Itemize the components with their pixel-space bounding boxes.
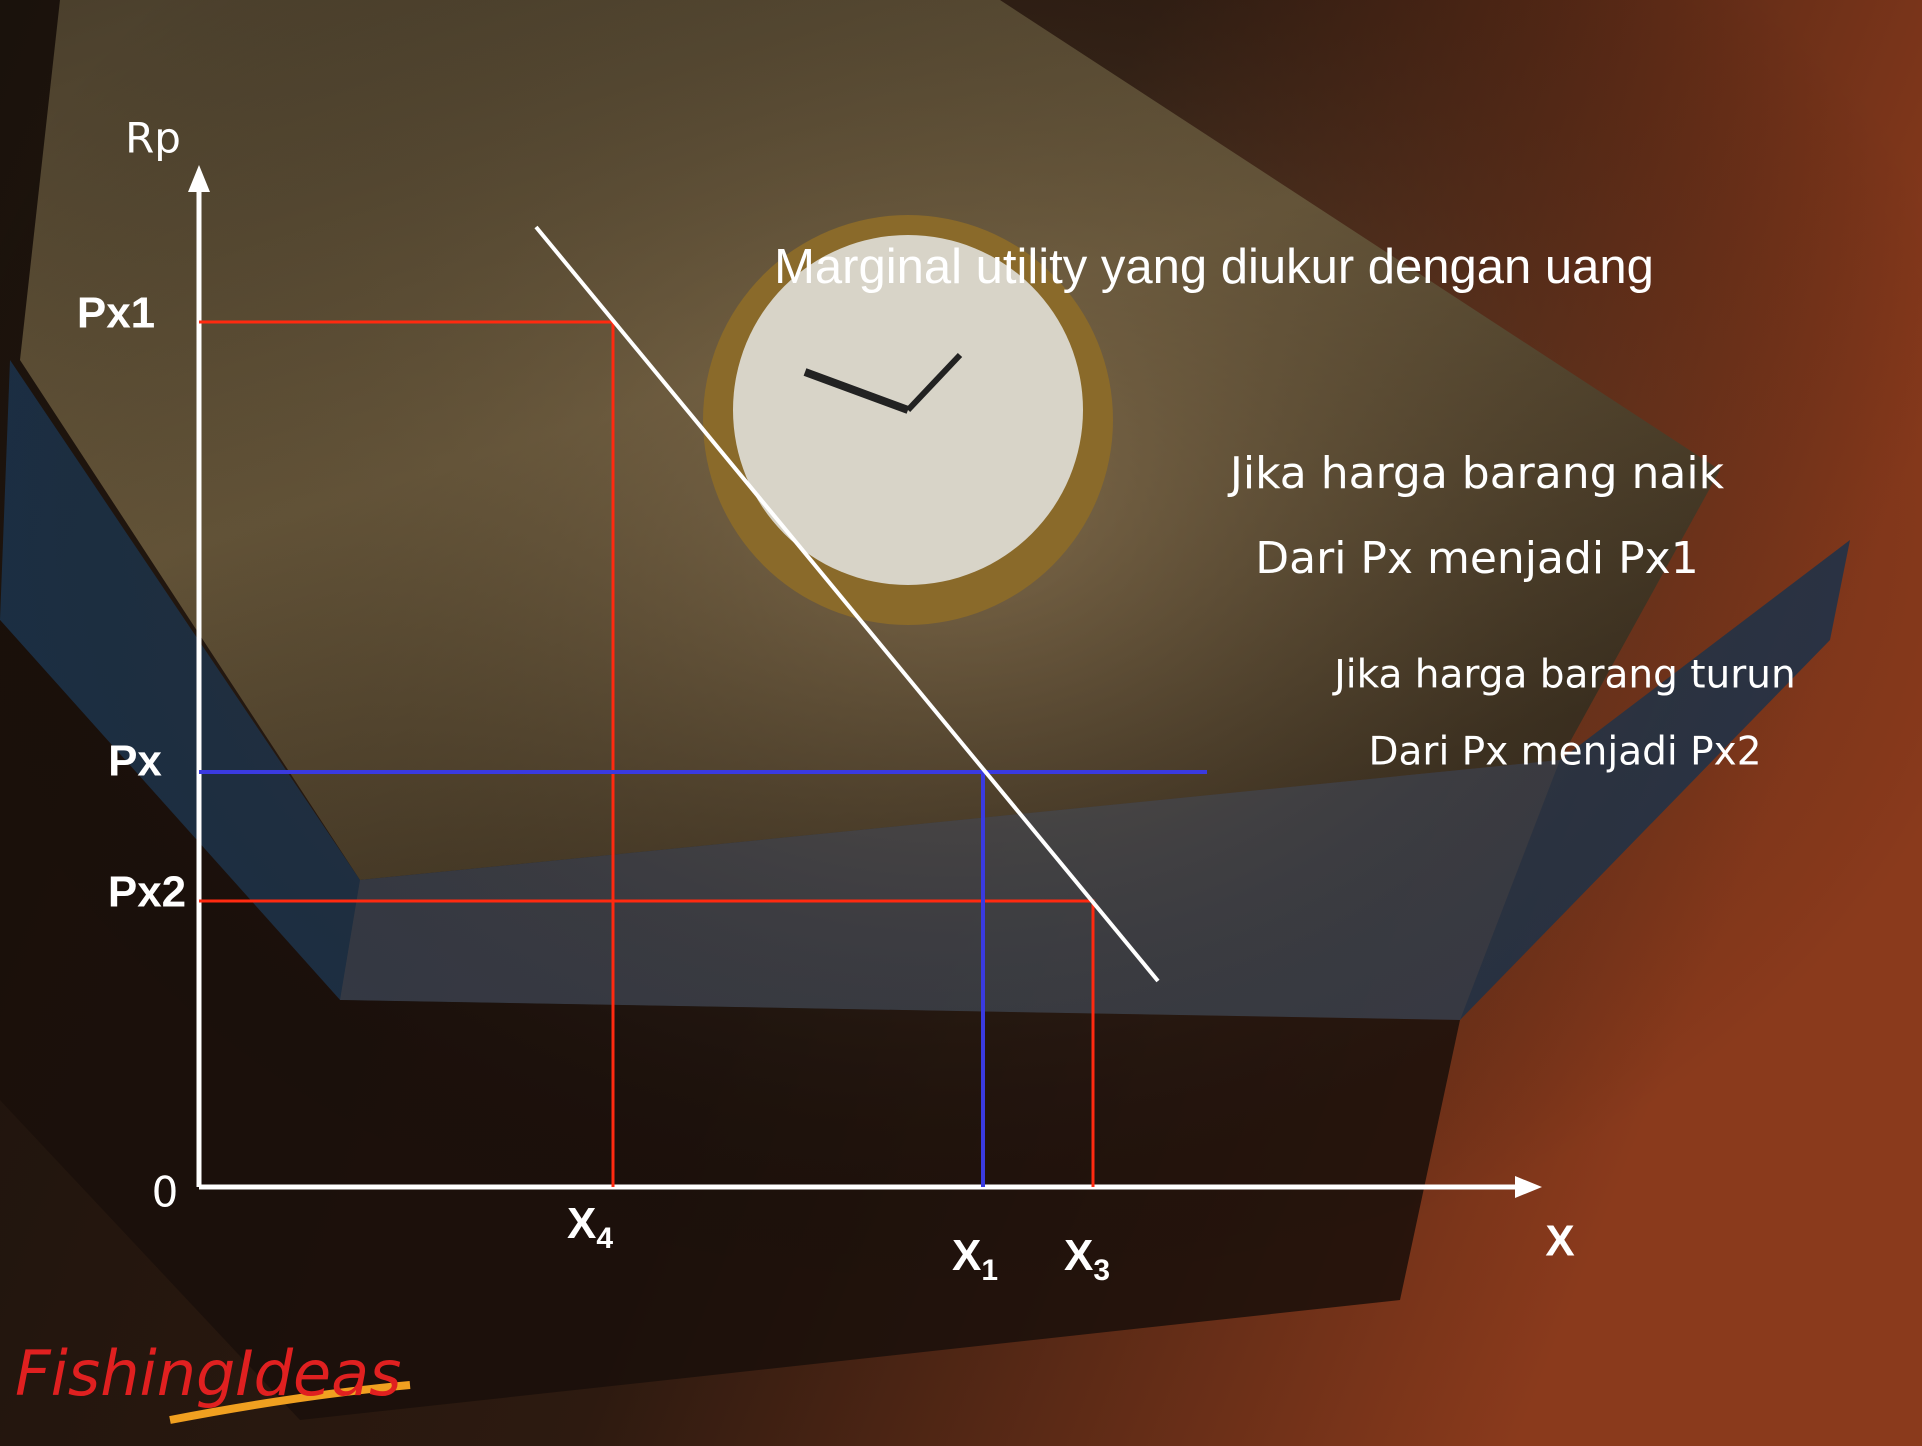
price-label: Px1 [77,289,155,338]
quantity-base: X [567,1199,596,1248]
diagram [188,165,1542,1198]
quantity-sub: 3 [1093,1254,1110,1287]
note: Jika harga barang naik [1227,448,1725,499]
x-axis-label: X [1545,1217,1574,1266]
mu-curve [534,225,1160,983]
quantity-base: X [952,1231,981,1280]
note: Dari Px menjadi Px1 [1255,533,1698,584]
note: Dari Px menjadi Px2 [1368,730,1761,775]
price-label: Px [108,737,162,786]
note: Jika harga barang turun [1331,653,1796,698]
title: Marginal utility yang diukur dengan uang [774,240,1654,294]
quantity-sub: 1 [981,1254,998,1287]
price-label: Px2 [108,868,186,917]
y-axis-label: Rp [125,114,181,163]
quantity-label: X4 [567,1199,613,1255]
quantity-sub: 4 [596,1222,613,1255]
logo-swoosh [169,1381,411,1424]
origin-label: 0 [152,1168,179,1217]
logo: FishingIdeas [15,1337,401,1410]
y-arrow [188,165,210,192]
x-arrow [1515,1176,1542,1198]
quantity-label: X3 [1064,1231,1110,1287]
quantity-label: X1 [952,1231,998,1287]
quantity-base: X [1064,1231,1093,1280]
